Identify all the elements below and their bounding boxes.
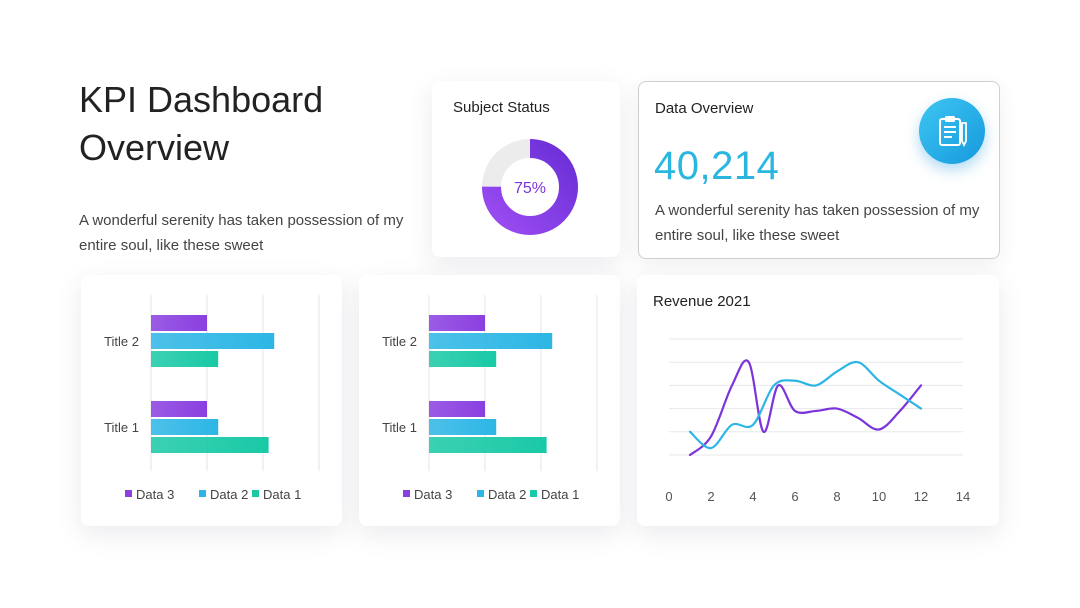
overview-value: 40,214 [654, 144, 780, 188]
revenue-chart-card: Revenue 2021 0 2 4 6 8 10 12 14 [637, 275, 999, 526]
revenue-line-chart: 0 2 4 6 8 10 12 14 [665, 338, 970, 504]
legend-label: Data 2 [210, 487, 248, 502]
legend-label: Data 2 [488, 487, 526, 502]
page-title: KPI Dashboard Overview [79, 76, 399, 172]
bar-category-label: Title 2 [382, 334, 417, 349]
x-tick-label: 2 [707, 489, 714, 504]
x-tick-label: 4 [749, 489, 756, 504]
donut-progress-arc [482, 139, 578, 235]
bar-data-1 [151, 437, 269, 453]
legend-swatch [125, 490, 132, 497]
x-tick-label: 12 [914, 489, 928, 504]
data-overview-title: Data Overview [655, 100, 754, 117]
legend-label: Data 1 [263, 487, 301, 502]
data-overview-card: Data Overview 40,214 A wonderful serenit… [638, 81, 1000, 259]
bar-data-3 [429, 401, 485, 417]
x-tick-label: 6 [791, 489, 798, 504]
bar-data-1 [429, 437, 547, 453]
subject-status-title: Subject Status [453, 99, 550, 116]
bar-data-3 [429, 315, 485, 331]
x-tick-label: 0 [665, 489, 672, 504]
revenue-series-line-2 [688, 360, 923, 450]
bar-data-1 [151, 351, 219, 367]
bar-data-2 [429, 419, 497, 435]
donut-chart: 75% [482, 139, 578, 235]
x-tick-label: 10 [872, 489, 886, 504]
bar-data-2 [429, 333, 553, 349]
legend-label: Data 3 [414, 487, 452, 502]
revenue-series-line-1 [688, 359, 923, 457]
legend-swatch [530, 490, 537, 497]
bar-category-label: Title 1 [382, 420, 417, 435]
bar-data-2 [151, 333, 275, 349]
bar-chart-card-2: Title 1 Title 2 Data 3 Data 2 Data 1 [359, 275, 620, 526]
legend-label: Data 1 [541, 487, 579, 502]
bar-data-2 [151, 419, 219, 435]
donut-percent-label: 75% [514, 180, 546, 197]
legend-swatch [252, 490, 259, 497]
bar-chart-2: Title 1 Title 2 Data 3 Data 2 Data 1 [382, 295, 598, 502]
bar-data-3 [151, 401, 207, 417]
bar-chart-card-1: Title 1 Title 2 Data 3 Data 2 Data 1 [81, 275, 342, 526]
clipboard-icon [919, 98, 985, 164]
legend-swatch [477, 490, 484, 497]
bar-chart-1: Title 1 Title 2 Data 3 Data 2 Data 1 [104, 295, 320, 502]
revenue-chart-title: Revenue 2021 [653, 293, 751, 310]
page-title-line-1: KPI Dashboard [79, 79, 324, 120]
x-tick-label: 14 [956, 489, 970, 504]
bar-category-label: Title 1 [104, 420, 139, 435]
legend-swatch [199, 490, 206, 497]
bar-category-label: Title 2 [104, 334, 139, 349]
bar-data-1 [429, 351, 497, 367]
page-title-line-2: Overview [79, 127, 230, 168]
bar-data-3 [151, 315, 207, 331]
x-tick-label: 8 [833, 489, 840, 504]
overview-description: A wonderful serenity has taken possessio… [655, 202, 980, 244]
subject-status-card: Subject Status 75% [432, 81, 620, 257]
clipboard-icon-glyph [939, 116, 967, 148]
intro-text: A wonderful serenity has taken possessio… [79, 212, 404, 254]
legend-swatch [403, 490, 410, 497]
legend-label: Data 3 [136, 487, 174, 502]
